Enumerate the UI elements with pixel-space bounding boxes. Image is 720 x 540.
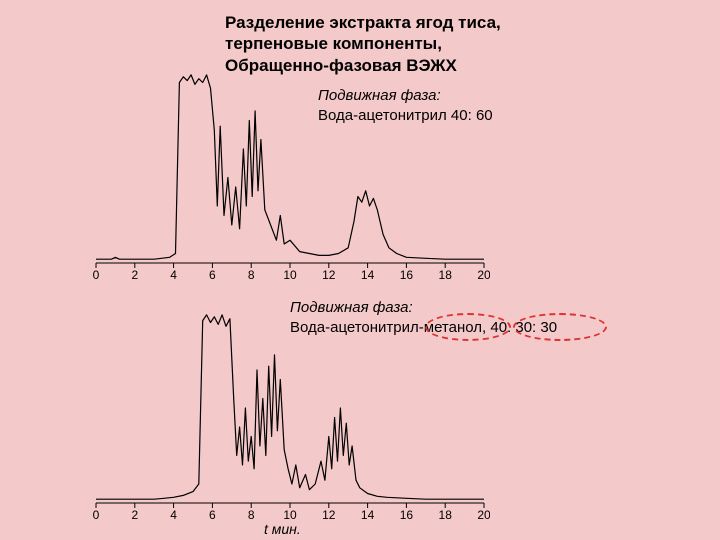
slide: Разделение экстракта ягод тиса, терпенов… bbox=[0, 0, 720, 540]
svg-text:10: 10 bbox=[283, 508, 297, 522]
svg-text:16: 16 bbox=[400, 268, 414, 282]
svg-text:20: 20 bbox=[477, 268, 490, 282]
svg-text:10: 10 bbox=[283, 268, 297, 282]
svg-text:14: 14 bbox=[361, 268, 375, 282]
slide-title: Разделение экстракта ягод тиса, терпенов… bbox=[225, 12, 501, 76]
svg-text:4: 4 bbox=[170, 268, 177, 282]
svg-text:0: 0 bbox=[93, 508, 100, 522]
svg-text:18: 18 bbox=[439, 508, 453, 522]
title-line1: Разделение экстракта ягод тиса, bbox=[225, 13, 501, 32]
chromatogram-1: 0 2 4 6 8 10 12 14 16 18 20 bbox=[90, 68, 490, 283]
highlight-ellipse-ratio bbox=[513, 313, 607, 341]
svg-text:2: 2 bbox=[131, 268, 138, 282]
svg-text:6: 6 bbox=[209, 508, 216, 522]
title-line2: терпеновые компоненты, bbox=[225, 34, 442, 53]
svg-text:4: 4 bbox=[170, 508, 177, 522]
svg-text:14: 14 bbox=[361, 508, 375, 522]
svg-text:12: 12 bbox=[322, 508, 336, 522]
svg-text:12: 12 bbox=[322, 268, 336, 282]
svg-text:16: 16 bbox=[400, 508, 414, 522]
svg-text:8: 8 bbox=[248, 268, 255, 282]
svg-text:2: 2 bbox=[131, 508, 138, 522]
svg-text:0: 0 bbox=[93, 268, 100, 282]
x-axis-label: t мин. bbox=[264, 521, 301, 537]
svg-text:8: 8 bbox=[248, 508, 255, 522]
chromatogram-2: 0 2 4 6 8 10 12 14 16 18 20 bbox=[90, 308, 490, 523]
svg-text:6: 6 bbox=[209, 268, 216, 282]
svg-text:18: 18 bbox=[439, 268, 453, 282]
svg-text:20: 20 bbox=[477, 508, 490, 522]
